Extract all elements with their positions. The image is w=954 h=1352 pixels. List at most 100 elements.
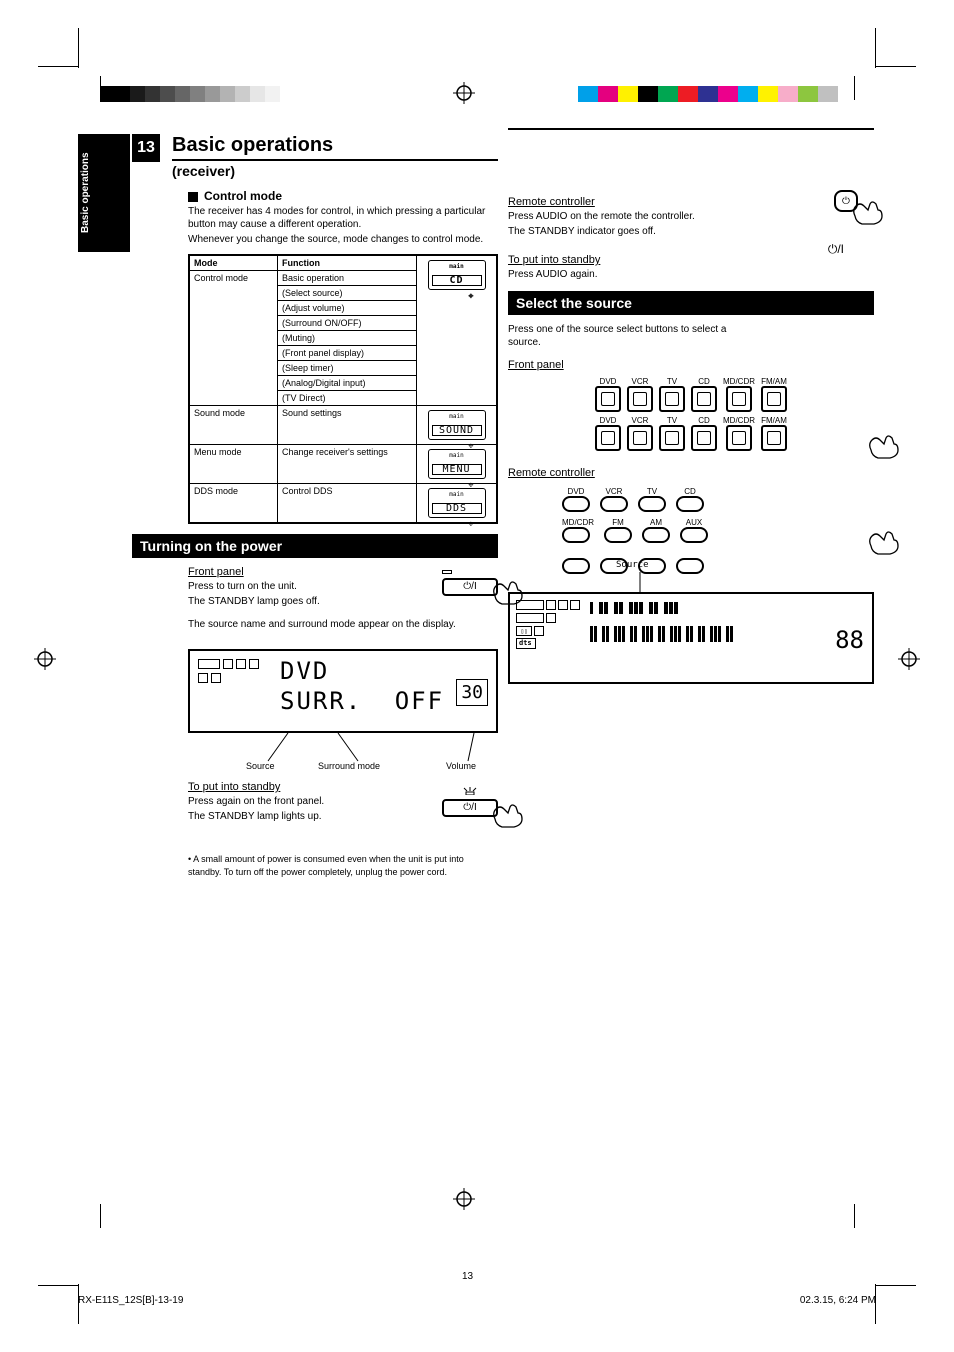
lcd-display: main SOUND⌖ [428,410,486,440]
crop-mark [38,66,78,67]
display-line1: DVD [280,657,329,685]
table-cell: (Front panel display) [278,346,417,361]
table-cell: DDS mode [190,484,278,523]
button-label: CD [676,487,704,496]
callout-label: Volume [446,761,476,771]
table-cell: Sound mode [190,406,278,445]
subheading: To put into standby [508,254,874,266]
color-bar [578,86,838,102]
body-text: Press one of the source select buttons t… [508,323,874,349]
subsection-header: Control mode [188,189,498,203]
bullet-icon [188,192,198,202]
table-cell: (Analog/Digital input) [278,376,417,391]
button-label: MD/CDR [562,518,594,527]
button-label: VCR [600,487,628,496]
remote-source-button[interactable] [600,496,628,512]
subsection-title: Control mode [204,189,282,203]
body-text: The source name and surround mode appear… [188,618,498,631]
source-button[interactable] [627,386,653,412]
button-label: MD/CDR [723,416,755,425]
display-line2a: SURR. [280,687,362,715]
hand-press-icon [850,196,890,226]
receiver-display-large: Source ▯▯ dts [508,592,874,684]
source-button[interactable] [595,425,621,451]
display-volume: 30 [456,679,488,706]
button-label: DVD [595,416,621,425]
table-cell: (Surround ON/OFF) [278,316,417,331]
power-button-illustration: ⏻/I [442,785,498,817]
body-text: Press AUDIO again. [508,268,874,281]
body-text: The STANDBY lamp goes off. [188,595,498,608]
remote-source-button[interactable] [642,527,670,543]
remote-power-illustration: ⏻ [834,190,858,212]
receiver-display: DVD SURR. OFF 30 [188,649,498,733]
lcd-display: main MENU⌖ [428,449,486,479]
hand-press-icon [490,799,530,829]
source-button[interactable] [659,386,685,412]
footer-page-number: 13 [462,1271,473,1282]
source-button[interactable] [726,386,752,412]
button-label: DVD [595,377,621,386]
section-band: Turning on the power [132,534,498,558]
table-cell: Basic operation [278,271,417,286]
source-button[interactable] [691,425,717,451]
button-label: FM/AM [761,416,787,425]
power-icon: ⏻/I [463,802,476,813]
source-button[interactable] [726,425,752,451]
grayscale-bar [100,86,295,102]
crop-mark [854,76,855,100]
lcd-cell: main DDS⌖ [417,484,497,523]
table-cell: (TV Direct) [278,391,417,406]
hand-press-icon [866,526,906,561]
source-button[interactable] [595,386,621,412]
callout-label: Surround mode [318,761,380,771]
footer-filename: RX-E11S_12S[B]-13-19 [78,1295,183,1306]
remote-source-button[interactable] [562,496,590,512]
led-on-icon [460,785,480,795]
button-label [638,549,666,558]
power-button-illustration: ⏻/I [442,570,498,596]
modes-table: Mode Function main CD⌖ Control mode Basi… [188,254,498,524]
body-text: The receiver has 4 modes for control, in… [188,205,498,231]
note-text: • A small amount of power is consumed ev… [188,853,498,879]
crop-mark [78,28,79,68]
callout-lines [510,572,872,596]
button-label: FM/AM [761,377,787,386]
crop-mark [876,1285,916,1286]
button-label: CD [691,416,717,425]
source-button[interactable] [627,425,653,451]
source-button[interactable] [761,386,787,412]
button-label: MD/CDR [723,377,755,386]
source-button[interactable] [659,425,685,451]
body-text: Whenever you change the source, mode cha… [188,233,498,246]
button-label [600,549,628,558]
section-tab: Basic operations [78,134,130,252]
button-label: AUX [680,518,708,527]
remote-source-button[interactable] [604,527,632,543]
hand-press-icon [866,430,906,465]
remote-source-button[interactable] [638,496,666,512]
button-label: DVD [562,487,590,496]
remote-source-button[interactable] [562,527,590,543]
registration-mark-icon [34,648,56,670]
source-button[interactable] [761,425,787,451]
power-icon: ⏻ [842,196,850,207]
remote-source-button[interactable] [676,496,704,512]
button-label: VCR [627,377,653,386]
table-cell: Menu mode [190,445,278,484]
table-cell: Change receiver's settings [278,445,417,484]
registration-mark-icon [898,648,920,670]
power-icon: ⏻/I [463,581,476,592]
section-band: Select the source [508,291,874,315]
front-panel-buttons: DVDVCRTVCDMD/CDRFM/AM DVDVCRTVCDMD/CDRFM… [508,377,874,451]
lcd-display: main CD⌖ [428,260,486,290]
button-label: TV [659,416,685,425]
crop-mark [875,28,876,68]
source-button[interactable] [691,386,717,412]
power-icon: ⏻/I [828,242,844,257]
crop-mark [876,66,916,67]
callout-label: Source [246,761,275,771]
display-volume: 88 [835,626,864,654]
remote-source-button[interactable] [680,527,708,543]
subheading: Remote controller [508,467,874,479]
